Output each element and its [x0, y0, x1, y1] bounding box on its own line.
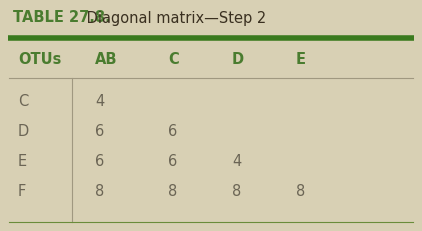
- Text: E: E: [296, 52, 306, 67]
- Text: 4: 4: [232, 155, 241, 170]
- Text: 6: 6: [95, 155, 104, 170]
- Text: OTUs: OTUs: [18, 52, 61, 67]
- Text: 6: 6: [95, 125, 104, 140]
- Text: 6: 6: [168, 125, 177, 140]
- Text: E: E: [18, 155, 27, 170]
- Text: 8: 8: [232, 185, 241, 200]
- Text: F: F: [18, 185, 26, 200]
- Text: Diagonal matrix—Step 2: Diagonal matrix—Step 2: [82, 10, 266, 25]
- Text: AB: AB: [95, 52, 117, 67]
- Text: 8: 8: [168, 185, 177, 200]
- Text: 4: 4: [95, 94, 104, 109]
- Text: D: D: [18, 125, 29, 140]
- Text: 6: 6: [168, 155, 177, 170]
- Text: C: C: [18, 94, 28, 109]
- Text: TABLE 27.8.: TABLE 27.8.: [13, 10, 111, 25]
- Text: C: C: [168, 52, 179, 67]
- Text: D: D: [232, 52, 244, 67]
- Text: 8: 8: [296, 185, 305, 200]
- Text: 8: 8: [95, 185, 104, 200]
